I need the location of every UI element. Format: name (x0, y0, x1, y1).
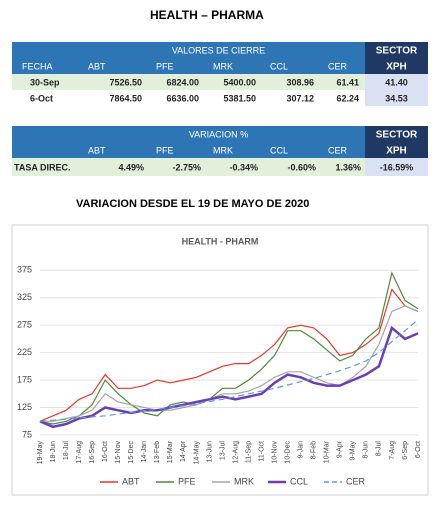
sector-cell (365, 90, 428, 106)
page-title: HEALTH – PHARMA (150, 8, 264, 22)
table-header: VARIACION % (189, 129, 248, 139)
header-row (12, 58, 365, 74)
table-cell: 7526.50 (109, 77, 142, 87)
table-header: SECTOR (376, 130, 418, 141)
subtitle: VARIACION DESDE EL 19 DE MAYO DE 2020 (76, 198, 309, 210)
x-tick-label: 14-Apr (180, 440, 187, 462)
table-cell: 308.96 (286, 77, 314, 87)
x-tick-label: 13-Feb (154, 441, 161, 463)
table-header: SECTOR (376, 46, 418, 57)
x-tick-label: 15-Dec (128, 441, 135, 464)
table-header: VALORES DE CIERRE (172, 45, 265, 55)
column-header: PFE (156, 61, 174, 71)
table-row (12, 74, 365, 90)
column-header: CER (328, 145, 348, 155)
table-cell: 307.12 (286, 93, 314, 103)
table-cell: 1.36% (335, 162, 361, 172)
x-tick-label: 9-May (350, 441, 357, 461)
column-header: XPH (386, 146, 407, 157)
column-header: MRK (213, 61, 233, 71)
x-tick-label: 10-Nov (271, 441, 278, 464)
x-tick-label: 7-Aug (389, 441, 396, 460)
x-tick-label: 14-May (193, 441, 200, 465)
line-series (39, 288, 419, 422)
chart-title: HEALTH - PHARM (182, 236, 259, 246)
table-cell: -0.34% (229, 162, 258, 172)
column-header: PFE (156, 145, 174, 155)
legend-label: MRK (234, 476, 254, 486)
x-tick-label: 8-Jun (363, 441, 370, 459)
x-tick-label: 19-May (37, 441, 44, 465)
column-header: XPH (386, 62, 407, 73)
legend-label: ABT (122, 476, 140, 486)
x-tick-label: 9-Jan (298, 441, 305, 459)
y-tick-label: 75 (22, 429, 32, 439)
legend-label: CCL (290, 476, 308, 486)
table-cell: 6-Oct (30, 93, 53, 103)
column-header: CCL (270, 145, 288, 155)
column-header: ABT (88, 61, 106, 71)
table-cell: -0.60% (287, 162, 316, 172)
column-header: CER (328, 61, 348, 71)
x-tick-label: 13-Jun (206, 441, 213, 463)
table-cell: 34.53 (385, 93, 408, 103)
x-tick-label: 10-Mar (324, 440, 331, 463)
x-tick-label: 10-Dec (284, 441, 291, 464)
y-tick-label: 275 (17, 320, 32, 330)
table-cell: 4.49% (118, 162, 144, 172)
legend-label: PFE (178, 476, 196, 486)
sector-cell (365, 74, 428, 90)
table-cell: 30-Sep (30, 77, 60, 87)
x-tick-label: 16-Oct (102, 441, 109, 462)
header-cell (365, 42, 428, 74)
sector-cell (365, 158, 428, 176)
x-tick-label: 16-Sep (89, 441, 96, 464)
table-cell: 61.41 (336, 77, 359, 87)
table-cell: -16.59% (380, 162, 414, 172)
table-row (12, 90, 365, 106)
column-header: FECHA (22, 61, 53, 71)
line-series (40, 305, 419, 422)
y-tick-label: 325 (17, 292, 32, 302)
line-series (39, 319, 419, 422)
x-tick-label: 6-Sep (402, 441, 409, 460)
column-header: MRK (213, 145, 233, 155)
x-tick-label: 12-Aug (232, 441, 239, 464)
x-tick-label: 15-Mar (167, 440, 174, 463)
y-tick-label: 125 (17, 402, 32, 412)
table-cell: 6824.00 (166, 77, 199, 87)
column-header: ABT (88, 145, 106, 155)
table-row (12, 158, 365, 176)
x-tick-label: 14-Jan (141, 441, 148, 463)
x-tick-label: 18-Jul (63, 441, 70, 461)
table-cell: TASA DIREC. (14, 162, 71, 172)
line-series (39, 271, 419, 425)
x-tick-label: 15-Nov (115, 441, 122, 464)
x-tick-label: 13-Jul (219, 441, 226, 461)
x-tick-label: 6-Oct (415, 441, 422, 458)
legend-label: CER (346, 476, 366, 486)
table-cell: 62.24 (336, 93, 359, 103)
y-tick-label: 225 (17, 347, 32, 357)
table-cell: -2.75% (172, 162, 201, 172)
x-tick-label: 18-Jun (50, 441, 57, 463)
x-tick-label: 11-Sep (245, 441, 252, 463)
header-cell (365, 126, 428, 158)
x-tick-label: 9-Apr (337, 440, 344, 458)
x-tick-label: 8-Feb (311, 441, 318, 459)
y-tick-label: 175 (17, 374, 32, 384)
header-cell (12, 42, 365, 58)
y-tick-label: 375 (17, 265, 32, 275)
x-tick-label: 8-Jul (376, 441, 383, 457)
table-cell: 7864.50 (109, 93, 142, 103)
header-cell (12, 126, 365, 158)
table-cell: 6636.00 (166, 93, 199, 103)
table-cell: 41.40 (385, 77, 408, 87)
column-header: CCL (270, 61, 288, 71)
x-tick-label: 17-Aug (76, 441, 83, 464)
x-tick-label: 11-Oct (258, 441, 265, 462)
table-cell: 5400.00 (223, 77, 256, 87)
table-cell: 5381.50 (223, 93, 256, 103)
